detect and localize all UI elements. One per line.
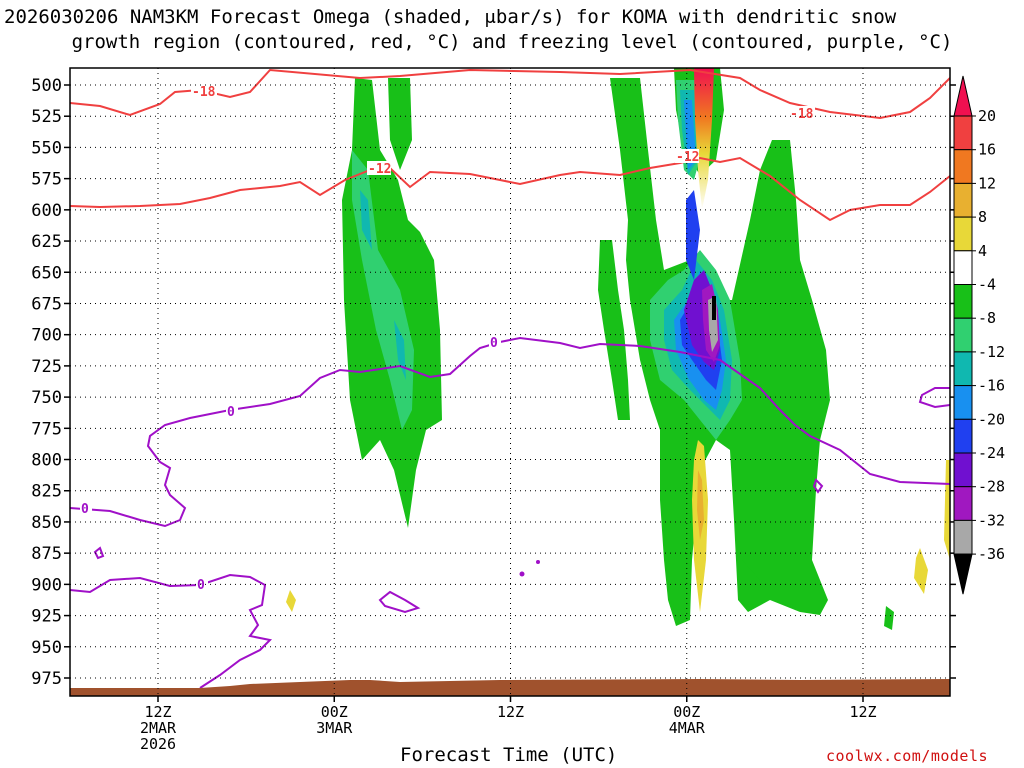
y-tick-label: 700 (31, 326, 62, 346)
colorbar-swatch (953, 317, 973, 353)
colorbar-label: 16 (978, 141, 996, 159)
freezing-level-contour-blob-3 (812, 478, 824, 494)
y-tick-label: 575 (31, 170, 62, 190)
omega-shading-3mar-green-top (388, 78, 412, 170)
chart-title-line-1: 2026030206 NAM3KM Forecast Omega (shaded… (4, 6, 897, 28)
y-tick-label: 950 (31, 638, 62, 658)
omega-shading-green-right (740, 440, 810, 600)
y-tick-label: 500 (31, 76, 62, 96)
y-tick-label: 775 (31, 419, 62, 439)
y-tick-label: 850 (31, 513, 62, 533)
y-tick-label: 550 (31, 138, 62, 158)
colorbar-swatch (953, 385, 973, 420)
colorbar-arrow-bottom (953, 553, 973, 595)
freezing-level-dot-2 (536, 560, 540, 564)
colorbar-swatch (953, 418, 973, 454)
omega-shading-4mar-updraft-top (694, 68, 714, 210)
freezing-level-contour-blob-2 (93, 546, 105, 560)
terrain-ground (70, 679, 950, 696)
x-tick-label: 4MAR (669, 719, 706, 737)
omega-shading-4mar-black (712, 296, 716, 320)
dgz-label-lower-right: -12 (676, 150, 699, 165)
y-tick-label: 925 (31, 607, 62, 627)
x-tick-label: 12Z (849, 703, 876, 721)
omega-shading-yellow-2 (286, 590, 296, 612)
omega-shading-4mar-green-left (598, 240, 630, 420)
colorbar-label: -4 (978, 276, 996, 294)
dgz-label-right: -18 (790, 107, 814, 122)
colorbar-label: -12 (978, 343, 1005, 361)
colorbar-swatch (953, 452, 973, 488)
colorbar-label: -16 (978, 377, 1005, 395)
colorbar-label: 4 (978, 242, 987, 260)
dgz-contour-lower (70, 156, 950, 222)
y-tick-label: 725 (31, 357, 62, 377)
freezing-label-4: 0 (490, 336, 498, 351)
colorbar-swatch (953, 486, 973, 521)
dgz-contour-upper (70, 68, 950, 120)
x-axis-title: Forecast Time (UTC) (400, 744, 618, 766)
colorbar-swatch (953, 519, 973, 555)
freezing-level-contour-blob-1 (378, 590, 421, 614)
x-tick-label: 3MAR (316, 719, 353, 737)
freezing-label-2: 0 (197, 578, 205, 593)
freezing-level-contour-right (918, 387, 950, 409)
colorbar-swatch (953, 149, 973, 184)
colorbar-label: 8 (978, 208, 987, 226)
dgz-label-left: -18 (192, 85, 216, 100)
omega-shading-yellow-3 (914, 548, 928, 594)
freezing-level-contour-lower (70, 573, 273, 689)
omega-shading-yellow-1b (697, 470, 704, 540)
freezing-level-dot-1 (519, 571, 525, 577)
colorbar-label: 12 (978, 174, 996, 192)
y-tick-label: 875 (31, 544, 62, 564)
x-tick-label: 12Z (144, 703, 171, 721)
freezing-label-3: 0 (227, 405, 235, 420)
x-tick-label: 00Z (321, 703, 348, 721)
credit-link[interactable]: coolwx.com/models (826, 747, 989, 765)
colorbar-swatch (953, 182, 973, 218)
colorbar-label: -28 (978, 478, 1005, 496)
colorbar-swatch (953, 115, 973, 151)
x-tick-label: 2MAR (140, 719, 177, 737)
plot-frame (69, 67, 951, 697)
y-tick-label: 800 (31, 451, 62, 471)
colorbar-label: -36 (978, 545, 1005, 563)
y-tick-label: 975 (31, 669, 62, 689)
omega-shading-3mar-cyan-2 (394, 320, 406, 380)
colorbar-swatch (953, 250, 973, 286)
y-tick-label: 525 (31, 107, 62, 127)
colorbar-label: -8 (978, 309, 996, 327)
chart-title-line-2: growth region (contoured, red, °C) and f… (71, 31, 953, 53)
freezing-label-1: 0 (81, 502, 89, 517)
colorbar-label: -32 (978, 511, 1005, 529)
colorbar-label: 20 (978, 107, 996, 125)
colorbar-label: -20 (978, 410, 1005, 428)
omega-shading-green-small (884, 606, 894, 630)
colorbar-label: -24 (978, 444, 1005, 462)
y-tick-label: 600 (31, 201, 62, 221)
colorbar-arrow-top (953, 75, 973, 117)
colorbar-swatch (953, 216, 973, 252)
omega-shading-4mar-blue-upper (686, 190, 700, 280)
dgz-label-lower-left: -12 (368, 162, 391, 177)
x-tick-label: 00Z (673, 703, 700, 721)
y-tick-label: 625 (31, 232, 62, 252)
colorbar: 20 16 12 8 4 -4 -8 -12 -16 -20 -24 -28 -32 -36 (953, 75, 1005, 595)
colorbar-swatch (953, 284, 973, 319)
omega-shading-yellow-4 (944, 460, 950, 560)
y-tick-label: 825 (31, 482, 62, 502)
colorbar-swatch (953, 351, 973, 387)
y-tick-label: 900 (31, 575, 62, 595)
y-tick-label: 650 (31, 263, 62, 283)
x-tick-label: 12Z (497, 703, 524, 721)
y-tick-label: 750 (31, 388, 62, 408)
omega-shading-3mar-cyan (360, 190, 372, 250)
y-tick-label: 675 (31, 294, 62, 314)
x-tick-label: 2026 (140, 735, 176, 753)
